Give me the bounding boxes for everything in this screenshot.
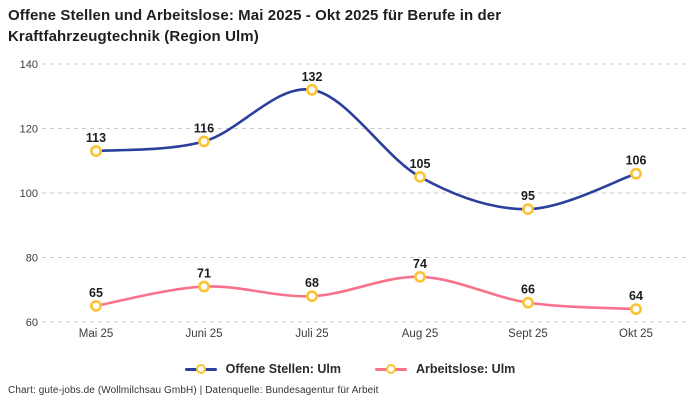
- data-point-label: 105: [410, 157, 431, 171]
- data-point-marker[interactable]: [198, 280, 210, 293]
- data-point-label: 116: [194, 121, 214, 135]
- x-axis-label: Aug 25: [402, 328, 438, 340]
- data-point-marker[interactable]: [90, 145, 102, 157]
- y-tick-label: 100: [20, 188, 38, 200]
- data-point-label: 106: [626, 154, 647, 168]
- data-point-marker[interactable]: [522, 296, 534, 309]
- legend-marker-icon: [195, 364, 206, 374]
- x-axis-label: Okt 25: [619, 328, 653, 340]
- data-point-marker[interactable]: [414, 270, 426, 283]
- data-point-marker[interactable]: [306, 83, 318, 96]
- legend-label-offene-stellen: Offene Stellen: Ulm: [225, 362, 341, 376]
- data-point-label: 68: [305, 276, 319, 290]
- data-point-label: 71: [197, 267, 211, 281]
- x-axis-label: Juni 25: [185, 328, 222, 340]
- data-point-marker[interactable]: [306, 290, 318, 303]
- data-point-label: 74: [413, 257, 427, 271]
- line-chart-plot-area: 140 120 100 80 60 Mai 25 Juni 25 Juli 25 Aug 25 S…: [20, 59, 690, 340]
- data-point-marker[interactable]: [414, 170, 426, 183]
- chart-legend: Offene Stellen: Ulm Arbeitslose: Ulm: [0, 356, 700, 382]
- legend-marker-icon: [385, 364, 396, 374]
- x-axis-label: Sept 25: [508, 328, 548, 340]
- data-point-label: 64: [629, 289, 643, 303]
- data-point-label: 132: [302, 70, 323, 84]
- chart-title-line2: Kraftfahrzeugtechnik (Region Ulm): [8, 28, 259, 45]
- data-point-marker[interactable]: [522, 203, 534, 216]
- y-tick-label: 80: [26, 253, 38, 265]
- chart-source-attribution: Chart: gute-jobs.de (Wollmilchsau GmbH) …: [8, 385, 379, 396]
- x-axis-label: Juli 25: [295, 328, 328, 340]
- chart-title-line1: Offene Stellen und Arbeitslose: Mai 2025…: [8, 7, 502, 24]
- data-point-label: 66: [521, 283, 535, 297]
- data-point-marker[interactable]: [630, 303, 642, 315]
- legend-swatch-offene-stellen: [184, 364, 217, 374]
- y-tick-label: 140: [20, 59, 38, 71]
- data-point-marker[interactable]: [630, 167, 642, 180]
- y-tick-label: 120: [20, 124, 38, 136]
- series-line-offene-stellen: [94, 88, 638, 211]
- legend-item-offene-stellen[interactable]: Offene Stellen: Ulm: [184, 362, 341, 376]
- legend-label-arbeitslose: Arbeitslose: Ulm: [415, 362, 516, 376]
- data-point-marker[interactable]: [198, 135, 210, 148]
- chart-title: Offene Stellen und Arbeitslose: Mai 2025…: [8, 5, 501, 47]
- series-line-arbeitslose: [94, 275, 638, 311]
- legend-item-arbeitslose[interactable]: Arbeitslose: Ulm: [374, 362, 516, 376]
- y-tick-label: 60: [26, 317, 38, 329]
- x-axis-label: Mai 25: [79, 328, 114, 340]
- data-point-marker[interactable]: [90, 299, 102, 312]
- legend-swatch-arbeitslose: [374, 364, 407, 374]
- data-point-label: 95: [521, 189, 535, 203]
- data-point-label: 113: [86, 131, 106, 145]
- data-point-label: 65: [89, 286, 103, 300]
